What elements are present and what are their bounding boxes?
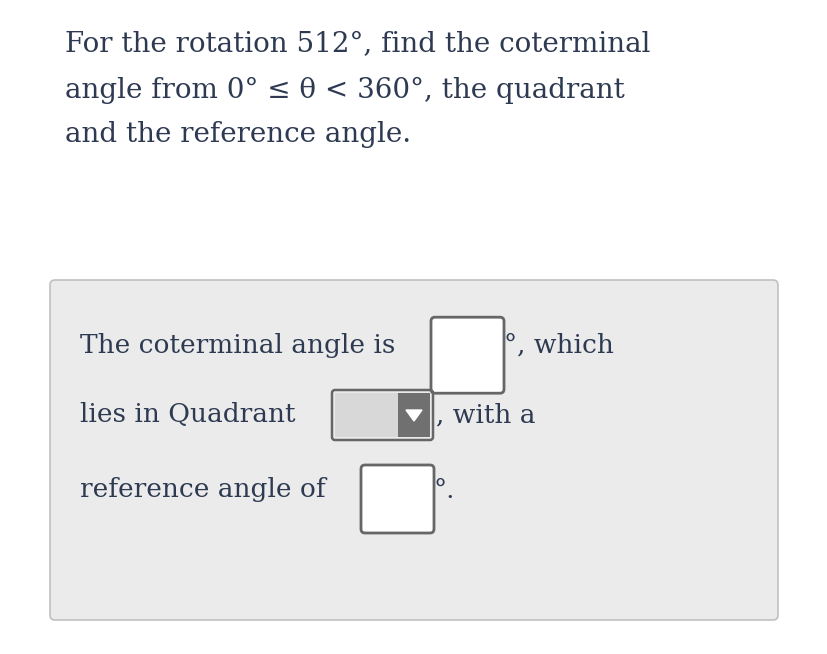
Polygon shape (405, 410, 422, 421)
FancyBboxPatch shape (398, 393, 429, 437)
FancyBboxPatch shape (431, 317, 504, 393)
Text: The coterminal angle is: The coterminal angle is (80, 332, 395, 358)
FancyBboxPatch shape (335, 393, 398, 437)
Text: °, which: °, which (504, 332, 613, 358)
Text: For the rotation 512°, find the coterminal: For the rotation 512°, find the cotermin… (65, 31, 650, 58)
Text: and the reference angle.: and the reference angle. (65, 122, 411, 148)
Text: lies in Quadrant: lies in Quadrant (80, 402, 295, 428)
Text: , with a: , with a (436, 402, 535, 428)
FancyBboxPatch shape (361, 465, 433, 533)
Text: reference angle of: reference angle of (80, 477, 325, 502)
Text: °.: °. (433, 477, 455, 502)
FancyBboxPatch shape (50, 280, 777, 620)
Text: angle from 0° ≤ θ < 360°, the quadrant: angle from 0° ≤ θ < 360°, the quadrant (65, 77, 624, 103)
